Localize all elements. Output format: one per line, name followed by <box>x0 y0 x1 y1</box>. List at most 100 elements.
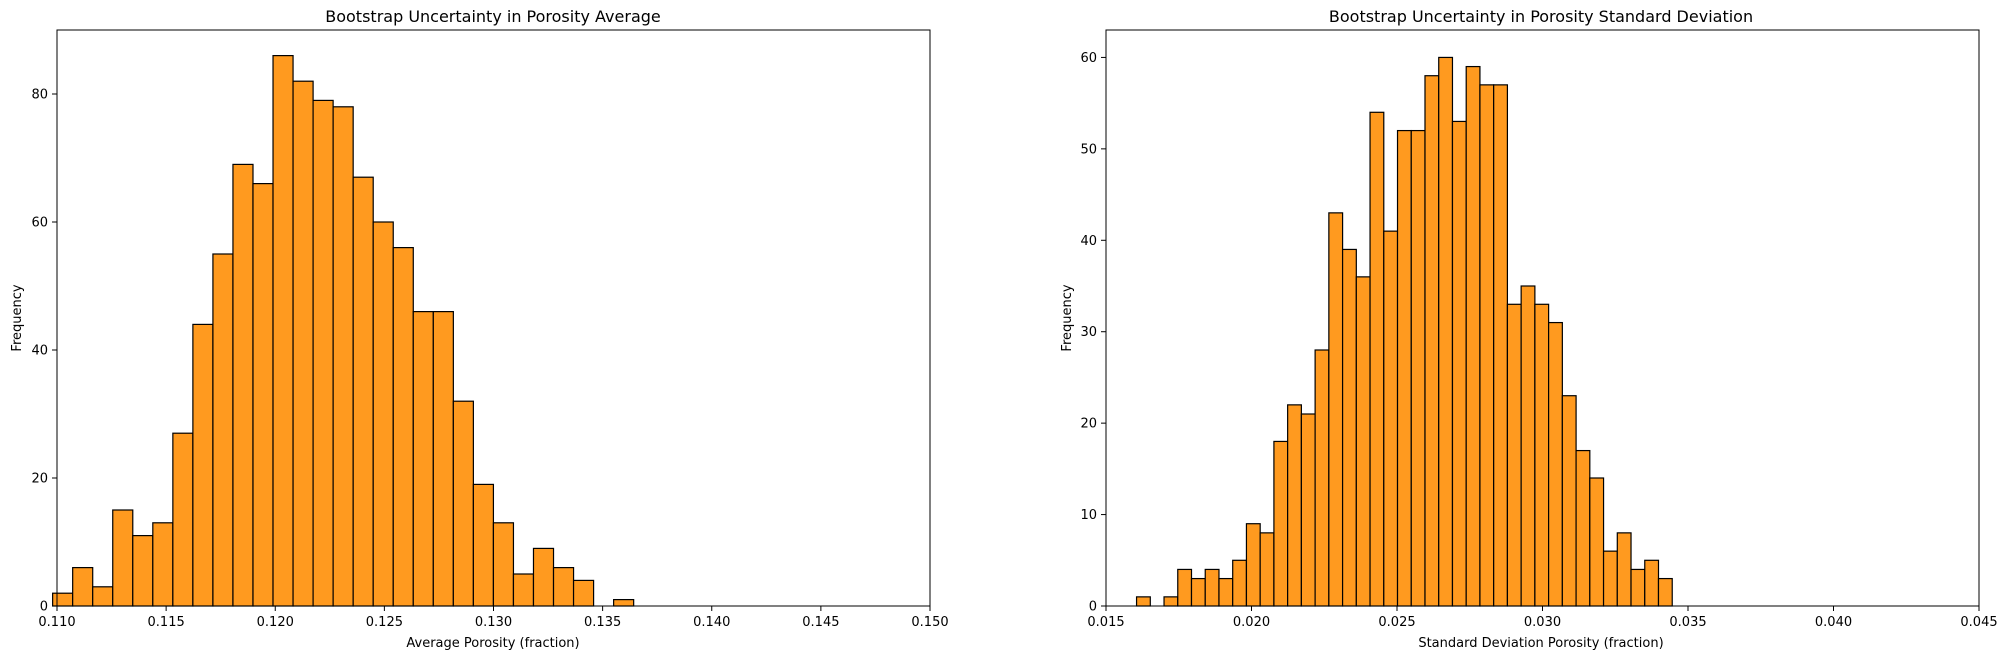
x-tick-label: 0.045 <box>1960 615 1997 630</box>
y-tick-label: 40 <box>31 344 48 359</box>
histogram-bar-average-11 <box>272 54 294 607</box>
x-tick-label: 0.135 <box>584 615 621 630</box>
histogram-bar-average-13 <box>312 99 334 607</box>
histogram-bar-stddev-36 <box>1630 568 1646 607</box>
histogram-bar-average-9 <box>232 163 254 607</box>
histogram-bar-average-6 <box>172 432 194 607</box>
histogram-bar-stddev-22 <box>1438 56 1454 607</box>
histogram-bar-average-10 <box>252 183 274 607</box>
histogram-bar-average-19 <box>432 311 454 607</box>
x-tick-label: 0.030 <box>1524 615 1561 630</box>
histogram-bar-average-24 <box>532 547 555 607</box>
x-axis-label-average: Average Porosity (fraction) <box>406 636 579 651</box>
x-tick-label: 0.130 <box>475 615 512 630</box>
x-tick-label: 0.015 <box>1087 615 1124 630</box>
histogram-bar-average-8 <box>212 253 234 607</box>
x-axis-ticks-average: 0.110 0.115 0.120 0.125 0.130 0.135 0.140 0.145… <box>38 606 949 630</box>
y-tick-label: 20 <box>1080 417 1097 432</box>
histogram-bar-stddev-24 <box>1465 65 1481 607</box>
x-tick-label: 0.125 <box>366 615 403 630</box>
histogram-bar-stddev-26 <box>1493 84 1509 607</box>
y-tick-label: 80 <box>31 88 48 103</box>
histogram-bar-stddev-7 <box>1232 559 1248 607</box>
x-tick-label: 0.110 <box>38 615 75 630</box>
histogram-bar-average-22 <box>492 522 515 607</box>
x-tick-label: 0.145 <box>802 615 839 630</box>
x-tick-label: 0.040 <box>1815 615 1852 630</box>
x-tick-label: 0.035 <box>1669 615 1706 630</box>
y-tick-label: 60 <box>1080 51 1097 66</box>
histogram-bar-average-28 <box>613 598 635 607</box>
histogram-bar-stddev-23 <box>1451 120 1467 607</box>
histogram-bar-stddev-18 <box>1383 230 1399 607</box>
histogram-bar-average-26 <box>572 579 595 607</box>
histogram-panel-stddev: Bootstrap Uncertainty in Porosity Standa… <box>1060 7 1998 651</box>
histogram-bar-average-23 <box>512 573 535 607</box>
histogram-bar-stddev-30 <box>1548 321 1563 607</box>
histogram-bar-stddev-21 <box>1424 75 1440 607</box>
y-tick-label: 30 <box>1080 325 1097 340</box>
x-tick-label: 0.020 <box>1233 615 1270 630</box>
histogram-bar-average-2 <box>92 586 114 607</box>
y-tick-label: 20 <box>31 472 48 487</box>
y-tick-label: 0 <box>40 600 48 615</box>
y-axis-label-average: Frequency <box>10 284 25 351</box>
histogram-bar-average-25 <box>552 566 575 607</box>
x-axis-label-stddev: Standard Deviation Porosity (fraction) <box>1418 636 1663 651</box>
histogram-bar-stddev-3 <box>1177 568 1193 607</box>
histogram-bar-stddev-25 <box>1479 84 1495 607</box>
histogram-bar-stddev-27 <box>1506 303 1522 607</box>
histogram-bar-stddev-0 <box>1135 596 1151 607</box>
histogram-bar-stddev-2 <box>1163 596 1179 607</box>
histogram-bar-stddev-37 <box>1644 559 1660 607</box>
histogram-bar-average-7 <box>192 323 214 607</box>
histogram-bar-stddev-9 <box>1259 532 1275 607</box>
histogram-bar-stddev-16 <box>1355 276 1371 607</box>
y-axis-label-stddev: Frequency <box>1060 284 1075 351</box>
x-tick-label: 0.115 <box>148 615 185 630</box>
y-tick-label: 60 <box>31 216 48 231</box>
bars-average <box>52 54 635 607</box>
histogram-bar-stddev-38 <box>1657 577 1673 607</box>
x-tick-label: 0.150 <box>911 615 948 630</box>
histogram-bar-average-0 <box>52 592 74 607</box>
histogram-bar-average-5 <box>152 522 174 607</box>
bars-stddev <box>1135 56 1673 607</box>
histogram-bar-stddev-4 <box>1190 577 1206 607</box>
histogram-bar-stddev-8 <box>1245 523 1261 607</box>
y-tick-label: 0 <box>1089 600 1097 615</box>
histogram-bar-stddev-31 <box>1561 395 1577 607</box>
histogram-bar-stddev-29 <box>1534 303 1550 607</box>
x-tick-label: 0.120 <box>257 615 294 630</box>
histogram-bar-average-3 <box>112 509 134 607</box>
histogram-bar-average-14 <box>332 106 354 607</box>
histogram-bar-average-20 <box>452 400 474 607</box>
x-tick-label: 0.025 <box>1378 615 1415 630</box>
histogram-panel-average: Bootstrap Uncertainty in Porosity Averag… <box>10 7 949 651</box>
chart-title-average: Bootstrap Uncertainty in Porosity Averag… <box>325 7 661 26</box>
histogram-bar-average-15 <box>352 176 374 607</box>
histogram-bar-stddev-5 <box>1204 568 1220 607</box>
histogram-bar-stddev-32 <box>1575 449 1591 607</box>
y-tick-label: 50 <box>1080 142 1097 157</box>
y-tick-label: 10 <box>1080 508 1097 523</box>
y-axis-ticks-average: 0 20 40 60 80 <box>31 88 57 615</box>
histogram-bar-stddev-34 <box>1602 550 1618 607</box>
histogram-bar-average-16 <box>372 221 394 607</box>
histogram-bar-stddev-28 <box>1520 285 1536 607</box>
histogram-bar-average-18 <box>412 311 434 607</box>
y-axis-ticks-stddev: 0 10 20 30 40 50 60 <box>1080 51 1106 615</box>
histogram-bar-average-21 <box>472 483 495 607</box>
x-axis-ticks-stddev: 0.015 0.020 0.025 0.030 0.035 0.040 0.045 <box>1087 606 1998 630</box>
x-tick-label: 0.140 <box>693 615 730 630</box>
y-tick-label: 40 <box>1080 234 1097 249</box>
histogram-bar-stddev-13 <box>1314 349 1330 607</box>
histogram-bar-average-12 <box>292 80 314 607</box>
histogram-bar-stddev-10 <box>1273 440 1289 607</box>
histogram-bar-stddev-12 <box>1300 413 1316 607</box>
histogram-bar-stddev-6 <box>1218 577 1234 607</box>
histogram-bar-stddev-17 <box>1369 111 1385 607</box>
histogram-bar-stddev-19 <box>1396 129 1412 607</box>
chart-title-stddev: Bootstrap Uncertainty in Porosity Standa… <box>1329 7 1753 26</box>
histogram-bar-stddev-11 <box>1287 404 1302 607</box>
